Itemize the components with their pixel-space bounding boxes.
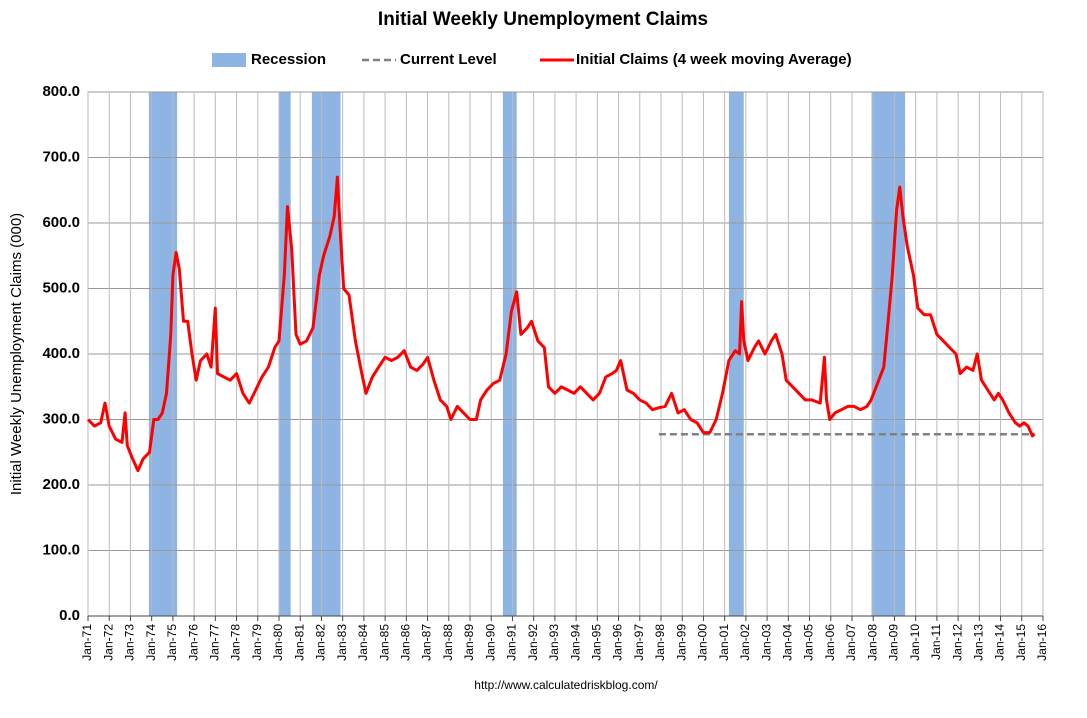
x-tick-label: Jan-92 bbox=[526, 624, 540, 661]
x-tick-label: Jan-80 bbox=[271, 624, 285, 661]
x-tick-label: Jan-90 bbox=[483, 624, 497, 661]
x-tick-label: Jan-96 bbox=[611, 624, 625, 661]
x-tick-label: Jan-93 bbox=[547, 624, 561, 661]
x-tick-label: Jan-08 bbox=[865, 624, 879, 661]
x-tick-label: Jan-88 bbox=[441, 624, 455, 661]
x-tick-label: Jan-74 bbox=[144, 624, 158, 661]
legend-label: Recession bbox=[251, 51, 326, 68]
x-tick-label: Jan-11 bbox=[929, 624, 943, 660]
y-tick-label: 400.0 bbox=[42, 345, 80, 362]
x-tick-label: Jan-91 bbox=[505, 624, 519, 661]
y-tick-label: 700.0 bbox=[42, 148, 80, 165]
x-tick-label: Jan-89 bbox=[462, 624, 476, 661]
x-tick-label: Jan-76 bbox=[186, 624, 200, 661]
x-tick-label: Jan-06 bbox=[823, 624, 837, 661]
y-tick-label: 500.0 bbox=[42, 279, 80, 296]
x-tick-label: Jan-10 bbox=[908, 624, 922, 661]
chart-title: Initial Weekly Unemployment Claims bbox=[378, 9, 708, 30]
x-tick-label: Jan-84 bbox=[356, 624, 370, 661]
x-tick-label: Jan-73 bbox=[123, 624, 137, 661]
y-tick-label: 100.0 bbox=[42, 541, 80, 558]
x-tick-label: Jan-82 bbox=[314, 624, 328, 661]
y-tick-label: 0.0 bbox=[59, 607, 80, 624]
x-tick-label: Jan-99 bbox=[674, 624, 688, 661]
x-tick-label: Jan-72 bbox=[101, 624, 115, 661]
x-tick-label: Jan-05 bbox=[802, 624, 816, 661]
x-tick-label: Jan-04 bbox=[781, 624, 795, 661]
y-tick-label: 200.0 bbox=[42, 476, 80, 493]
x-tick-label: Jan-79 bbox=[250, 624, 264, 661]
x-tick-label: Jan-09 bbox=[887, 624, 901, 661]
x-tick-label: Jan-85 bbox=[377, 624, 391, 661]
legend-swatch bbox=[212, 53, 246, 67]
y-tick-label: 300.0 bbox=[42, 410, 80, 427]
x-tick-label: Jan-02 bbox=[738, 624, 752, 661]
legend-label: Current Level bbox=[400, 51, 497, 68]
x-tick-label: Jan-95 bbox=[590, 624, 604, 661]
x-tick-label: Jan-78 bbox=[229, 624, 243, 661]
x-tick-label: Jan-16 bbox=[1035, 624, 1049, 661]
x-tick-label: Jan-00 bbox=[696, 624, 710, 661]
x-tick-label: Jan-03 bbox=[759, 624, 773, 661]
x-tick-label: Jan-86 bbox=[399, 624, 413, 661]
x-tick-label: Jan-14 bbox=[993, 624, 1007, 661]
y-tick-label: 600.0 bbox=[42, 214, 80, 231]
x-tick-label: Jan-12 bbox=[950, 624, 964, 661]
x-tick-label: Jan-15 bbox=[1014, 624, 1028, 661]
x-tick-label: Jan-87 bbox=[420, 624, 434, 661]
x-tick-label: Jan-71 bbox=[80, 624, 94, 661]
series-line bbox=[86, 175, 1036, 473]
x-tick-label: Jan-98 bbox=[653, 624, 667, 661]
legend-label: Initial Claims (4 week moving Average) bbox=[576, 51, 852, 68]
x-tick-label: Jan-94 bbox=[568, 624, 582, 661]
y-axis-label: Initial Weekly Unemployment Claims (000) bbox=[8, 213, 25, 495]
x-tick-label: Jan-07 bbox=[844, 624, 858, 661]
y-tick-label: 800.0 bbox=[42, 83, 80, 100]
source: http://www.calculatedriskblog.com/ bbox=[474, 678, 658, 692]
x-tick-label: Jan-97 bbox=[632, 624, 646, 661]
x-tick-label: Jan-81 bbox=[292, 624, 306, 661]
x-tick-label: Jan-75 bbox=[165, 624, 179, 661]
x-tick-label: Jan-13 bbox=[972, 624, 986, 661]
x-tick-label: Jan-77 bbox=[208, 624, 222, 661]
x-tick-label: Jan-01 bbox=[717, 624, 731, 661]
x-tick-label: Jan-83 bbox=[335, 624, 349, 661]
